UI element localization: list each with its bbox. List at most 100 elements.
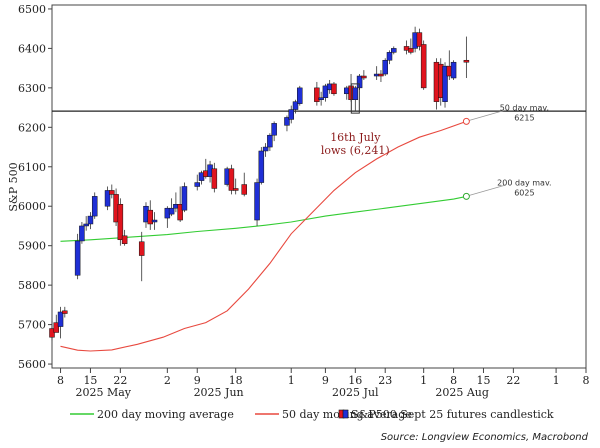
ma200-label-line2: 6025 [514,188,534,197]
candle-body [258,150,265,183]
y-tick-label: 6300 [18,82,46,95]
candle-body [382,59,388,75]
ma200-label-line1: 200 day mav. [497,178,551,187]
x-month-label: 2025 Jun [194,386,244,399]
candle-body [74,240,81,276]
candle-body [408,48,414,53]
y-tick-label: 5900 [18,240,46,253]
source-note: Source: Longview Economics, Macrobond [381,432,589,443]
y-tick-label: 5700 [18,319,46,332]
candle-body [378,73,384,77]
candle-body [262,146,269,152]
x-tick-label: 8 [583,374,590,387]
y-tick-label: 6400 [18,42,46,55]
candle-body [254,182,260,221]
candle-body [361,75,367,79]
x-tick-label: 8 [450,374,457,387]
x-tick-label: 23 [378,374,392,387]
x-tick-label: 16 [348,374,362,387]
plot-frame [51,4,587,369]
x-month-label: 2025 May [75,386,131,399]
x-tick-label: 18 [229,374,243,387]
ma200-leader-line [469,184,505,196]
candle-body [420,44,427,89]
ma200-end-marker [462,192,470,200]
candle-body [147,209,154,225]
candle-body [386,52,393,61]
candle-body [314,87,320,102]
candle-body [391,48,397,53]
x-tick-label: 15 [476,374,490,387]
ma50-leader-line [469,110,505,121]
x-tick-label: 22 [506,374,520,387]
candle-body [450,61,457,79]
candle-body [83,223,89,227]
candle-body [322,85,329,98]
legend-label-candles: S&P500 Sept 25 futures candlestick [351,408,554,421]
y-tick-label: 5600 [18,358,46,371]
y-axis-label: S&P 500 [7,162,20,211]
y-axis: 5600 5700 5800 5900 6000 6100 6200 6300 6400 6500 [18,3,52,371]
candle-body [168,207,175,215]
legend: 200 day moving average 50 day moving ave… [70,408,554,421]
candle-body [87,215,94,225]
x-tick-label: 1 [553,374,560,387]
ma200-line [60,195,467,242]
july-low-highlight-box [350,83,360,114]
x-tick-label: 1 [420,374,427,387]
candle-body [181,186,188,211]
legend-swatch-candle-blue [342,409,349,419]
y-tick-label: 6100 [18,161,46,174]
candle-body [267,134,273,148]
ma50-label-line1: 50 day mav. [500,103,549,112]
candle-body [109,190,115,195]
candle-body [177,204,183,221]
candle-body [241,184,247,195]
x-tick-label: 9 [194,374,201,387]
candle-body [292,101,299,110]
candle-body [463,59,470,63]
legend-label-ma200: 200 day moving average [97,408,234,421]
candle-body [442,65,448,102]
candle-body [62,310,68,314]
x-month-label: 2025 Jul [332,386,379,399]
candle-body [121,235,128,244]
x-tick-label: 15 [83,374,97,387]
ma50-line [60,120,467,352]
candle-body [53,322,60,333]
candle-body [79,225,85,242]
candle-body [352,87,359,100]
x-tick-label: 8 [57,374,64,387]
candle-body [284,117,290,126]
july-low-label-line2: lows (6,241) [321,144,390,157]
candle-body [288,109,294,120]
candle-body [331,83,337,95]
y-tick-label: 6200 [18,121,46,134]
candle-body [318,97,324,100]
candle-body [228,168,235,191]
candle-body [194,182,200,187]
y-tick-label: 5800 [18,279,46,292]
candle-body [117,204,124,241]
candle-body [416,32,423,47]
candle-body [104,190,111,207]
candle-body [232,188,239,191]
x-tick-label: 1 [288,374,295,387]
moving-average-lines [60,120,467,352]
x-tick-label: 9 [322,374,329,387]
july-low-label-line1: 16th July [330,131,381,144]
candle-body [57,311,64,327]
y-tick-label: 6500 [18,3,46,16]
candle-body [151,219,158,223]
candlesticks [49,26,470,341]
ma50-label-line2: 6215 [514,113,534,122]
annotations: 16th July lows (6,241) 50 day mav. 6215 … [321,83,552,200]
x-tick-label: 22 [113,374,127,387]
candle-body [297,87,303,104]
x-tick-label: 2 [164,374,171,387]
candle-body [271,123,277,136]
ma50-end-marker [462,117,470,125]
y-tick-label: 6000 [18,200,46,213]
candle-body [49,328,55,338]
